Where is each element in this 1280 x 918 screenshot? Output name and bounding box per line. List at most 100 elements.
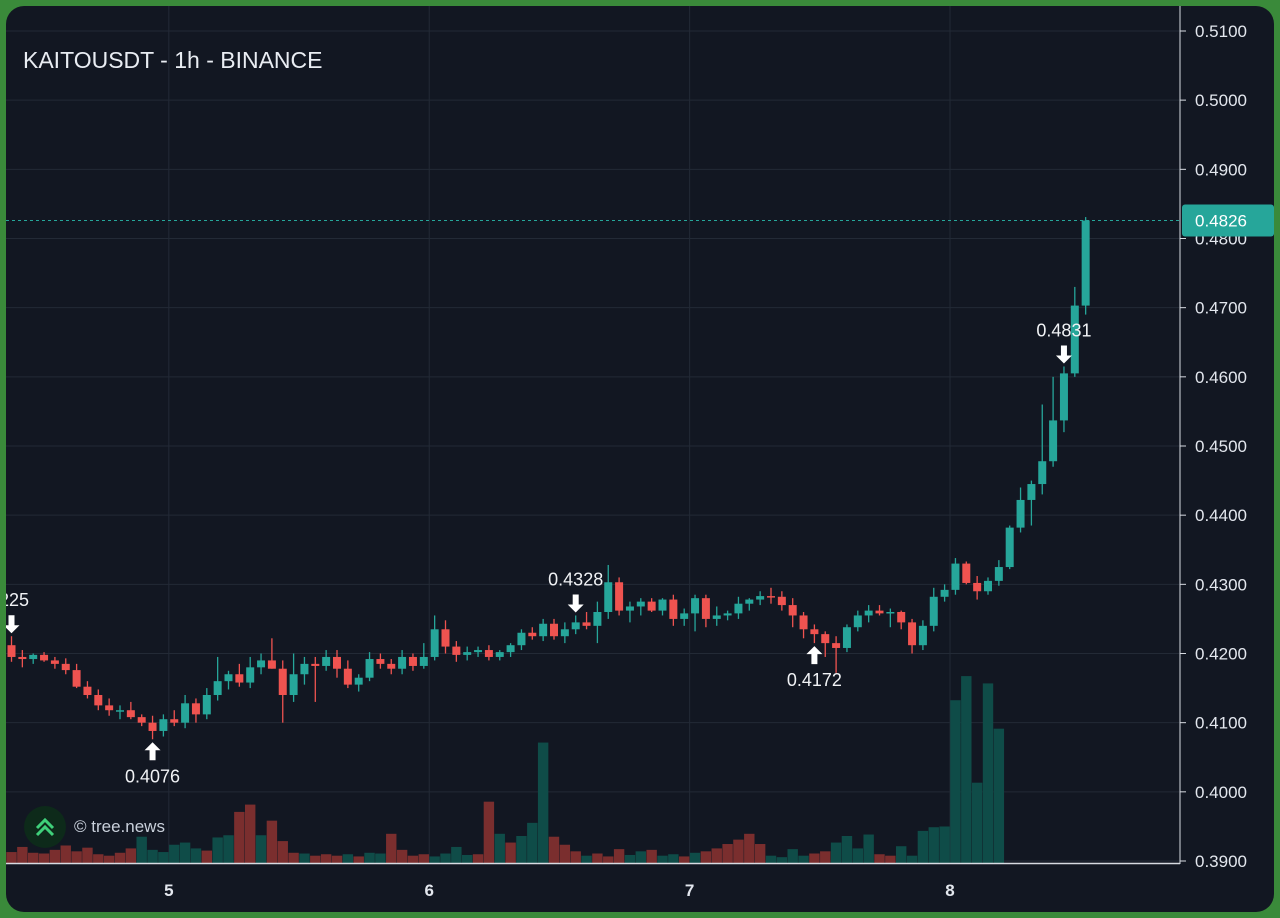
watermark: © tree.news	[24, 806, 165, 848]
candle-body	[7, 645, 16, 657]
candle-body	[582, 622, 591, 626]
candle-body	[365, 659, 374, 678]
y-tick-label: 0.4300	[1195, 575, 1247, 594]
candle-body	[832, 643, 841, 648]
volume-bar	[201, 850, 212, 863]
candle-body	[821, 634, 830, 644]
y-tick-label: 0.5000	[1195, 91, 1247, 110]
volume-bar	[787, 849, 798, 863]
volume-bar	[570, 851, 581, 863]
candle-body	[94, 695, 103, 706]
candle-body	[398, 656, 407, 669]
high-label: 0.4831	[1036, 320, 1091, 340]
price-annotations: .225 0.4076 0.4328 0.4172 0.4831	[6, 320, 1091, 786]
candle-body	[994, 567, 1003, 581]
volume-bar	[353, 856, 364, 863]
volume-bar	[17, 846, 28, 863]
volume-bar	[765, 855, 777, 863]
candle-body	[40, 654, 49, 661]
candle-body	[289, 674, 298, 695]
candle-body	[213, 681, 222, 695]
y-tick-label: 0.4400	[1195, 506, 1247, 525]
candle-body	[680, 613, 689, 619]
candle-body	[333, 656, 341, 669]
y-tick-label: 0.3900	[1195, 852, 1247, 871]
volume-bar	[971, 782, 983, 863]
x-tick-label: 5	[164, 881, 173, 900]
candle-body	[300, 663, 309, 675]
x-tick-label: 6	[424, 881, 433, 900]
volume-bar	[548, 836, 560, 863]
candle-body	[745, 599, 754, 604]
volume-bar	[657, 855, 668, 863]
candle-body	[647, 601, 656, 611]
candle-body	[908, 622, 917, 646]
volume-bar	[125, 848, 137, 863]
volume-bar	[885, 855, 896, 863]
candle-body	[343, 668, 352, 685]
volume-bar	[342, 854, 354, 863]
candle-body	[61, 663, 70, 671]
candle-body	[1059, 373, 1068, 421]
candle-body	[137, 717, 146, 723]
candle-body	[1070, 305, 1079, 374]
volume-bar	[798, 855, 809, 863]
candle-body	[658, 599, 667, 611]
candle-body	[550, 623, 558, 637]
candle-body	[701, 598, 710, 619]
volume-bar	[49, 849, 61, 863]
candle-body	[72, 670, 81, 687]
candle-body	[517, 632, 526, 646]
candle-body	[105, 705, 114, 711]
candle-body	[756, 596, 765, 600]
candle-body	[441, 629, 450, 647]
candle-body	[875, 610, 884, 614]
candle-body	[354, 677, 363, 685]
y-tick-label: 0.4700	[1195, 299, 1247, 318]
volume-bar	[624, 854, 636, 863]
candle-body	[495, 652, 504, 657]
volume-bar	[320, 854, 332, 863]
volume-bar	[364, 852, 375, 863]
candle-body	[387, 663, 396, 669]
candle-body	[246, 667, 255, 683]
volume-bar	[928, 827, 939, 863]
candle-body	[159, 719, 168, 731]
candle-body	[224, 674, 233, 682]
down-arrow-icon	[1055, 345, 1072, 364]
volume-bar	[494, 833, 505, 863]
volume-bar	[462, 854, 473, 863]
last-price-badge	[1182, 204, 1274, 237]
volume-bar	[646, 849, 657, 863]
volume-bar	[147, 849, 158, 863]
volume-bar	[950, 700, 961, 863]
y-tick-label: 0.4500	[1195, 437, 1247, 456]
high-label: 0.4328	[548, 569, 603, 589]
volume-bar	[407, 855, 419, 863]
volume-bar	[917, 830, 929, 863]
up-arrow-icon	[806, 646, 823, 665]
volume-bar	[906, 855, 918, 863]
candle-body	[278, 668, 287, 695]
volume-bar	[179, 842, 191, 863]
volume-bar	[396, 849, 408, 863]
candle-body	[1005, 527, 1014, 568]
candle-body	[593, 612, 602, 626]
up-arrow-icon	[144, 742, 161, 761]
candle-body	[984, 580, 992, 592]
volume-bar	[668, 854, 679, 863]
volume-bar	[245, 804, 256, 863]
candle-body	[777, 596, 786, 606]
candle-body	[625, 606, 634, 611]
volume-bar	[613, 849, 625, 863]
volume-bar	[375, 853, 386, 863]
candle-body	[734, 603, 743, 614]
volume-bar	[863, 834, 874, 863]
candle-body	[712, 615, 721, 619]
volume-bar	[60, 845, 71, 863]
y-tick-label: 0.4200	[1195, 645, 1247, 664]
volume-bar	[114, 852, 126, 863]
candlestick-chart[interactable]: .225 0.4076 0.4328 0.4172 0.4831 0.5100 0.500…	[6, 6, 1274, 912]
watermark-text: © tree.news	[74, 817, 165, 836]
volume-bar	[711, 848, 722, 863]
